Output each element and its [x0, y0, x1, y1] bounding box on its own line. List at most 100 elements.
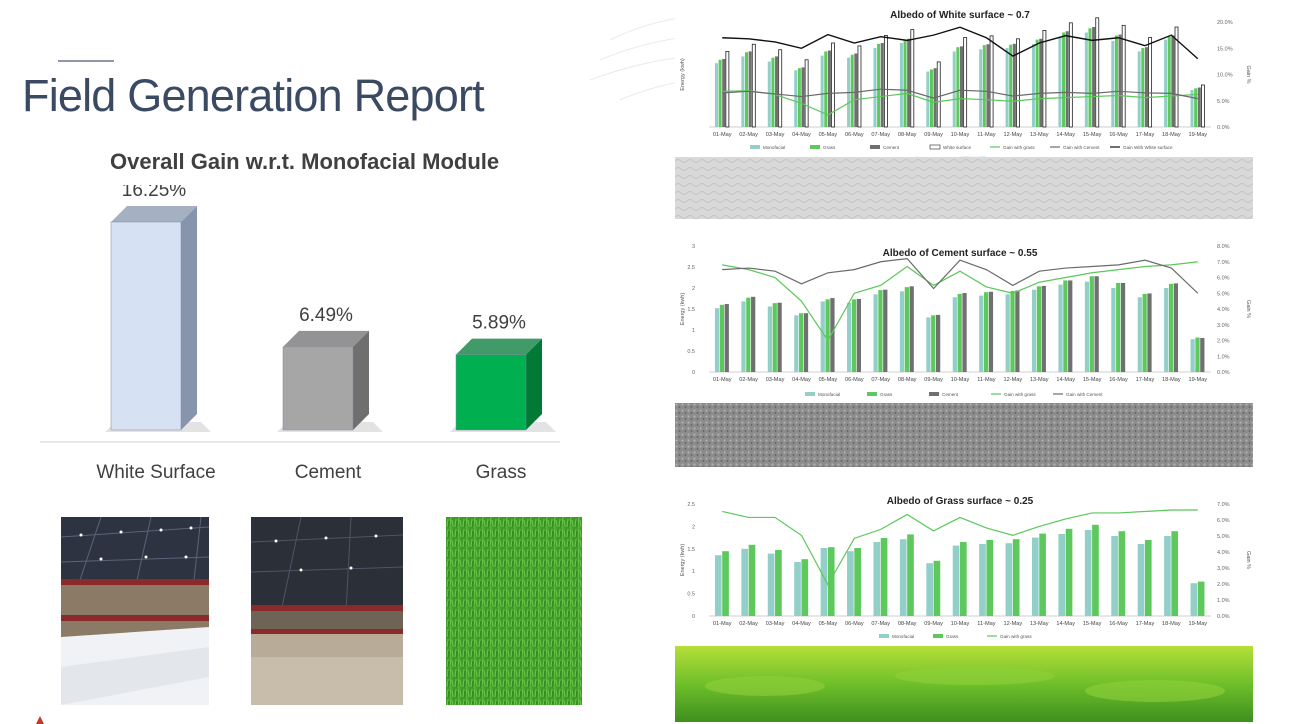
legend-label: Grass — [823, 145, 836, 150]
bar-grass — [797, 68, 801, 127]
bar-cement — [1171, 35, 1175, 127]
x-tick-label: 18-May — [1162, 621, 1181, 627]
bar-monofacial — [1137, 544, 1145, 616]
line-gain-with-grass — [722, 261, 1198, 342]
bar-monofacial — [899, 539, 907, 616]
bar-side-cement — [353, 330, 369, 430]
x-tick-label: 12-May — [1004, 377, 1023, 383]
y-tick-label: 0 — [692, 614, 695, 620]
x-tick-label: 03-May — [766, 132, 785, 138]
bar-cement — [827, 50, 831, 128]
bar-grass — [1168, 283, 1174, 372]
y2-axis-label: Gain % — [1245, 300, 1251, 318]
x-tick-label: 19-May — [1188, 132, 1207, 138]
x-tick-label: 14-May — [1056, 621, 1075, 627]
bar-grass — [1063, 280, 1068, 372]
x-tick-label: 16-May — [1109, 377, 1128, 383]
bar-grass — [827, 547, 835, 616]
y2-tick-label: 6.0% — [1217, 276, 1230, 282]
bar-monofacial — [1058, 36, 1062, 128]
bar-grass — [1062, 32, 1066, 127]
bar-grass — [960, 542, 967, 616]
bar-monofacial — [1164, 39, 1168, 127]
x-tick-label: 13-May — [1030, 132, 1049, 138]
bar-monofacial — [1190, 583, 1198, 616]
bar-monofacial — [794, 70, 798, 127]
bar-grass — [877, 43, 881, 128]
bar-grass — [1036, 286, 1042, 372]
bar-side-grass — [526, 338, 542, 430]
x-tick-label: 06-May — [845, 621, 864, 627]
bar-top-cement — [283, 330, 369, 347]
bar-monofacial — [1111, 40, 1115, 127]
legend-swatch — [805, 392, 815, 396]
bar-value-label: 16.25% — [122, 185, 187, 201]
bar-cement — [988, 291, 994, 372]
grass-photo — [446, 517, 582, 705]
y-axis-label: Energy (kwh) — [680, 293, 686, 326]
bar-grass — [746, 297, 751, 372]
x-tick-label: 16-May — [1109, 132, 1128, 138]
legend-swatch — [750, 145, 760, 149]
x-tick-label: 01-May — [713, 621, 732, 627]
x-tick-label: 17-May — [1136, 377, 1155, 383]
line-gain-with-grass — [722, 90, 1198, 116]
line-gain-with-cement — [722, 88, 1198, 100]
bar-grass — [957, 293, 962, 372]
bar-cement — [907, 38, 911, 127]
y2-tick-label: 0.0% — [1217, 614, 1230, 620]
footer-logo-mark — [36, 716, 44, 724]
bar-grass — [1012, 539, 1020, 616]
x-tick-label: 05-May — [819, 621, 838, 627]
y2-tick-label: 4.0% — [1217, 550, 1230, 556]
y-axis-label: Energy (kwh) — [680, 58, 686, 91]
x-tick-label: 15-May — [1083, 621, 1102, 627]
legend-swatch — [870, 145, 880, 149]
bar-monofacial — [1058, 284, 1063, 372]
y2-axis-label: Gain % — [1245, 551, 1251, 569]
bar-monofacial — [926, 563, 933, 616]
legend-label: Grass — [946, 634, 959, 639]
bar-grass — [1039, 533, 1046, 616]
y2-tick-label: 3.0% — [1217, 323, 1230, 329]
x-tick-label: 14-May — [1056, 377, 1075, 383]
bar-cement — [775, 56, 779, 127]
x-tick-label: 02-May — [739, 621, 758, 627]
bar-value-label: 6.49% — [299, 305, 353, 326]
y2-tick-label: 5.0% — [1217, 99, 1230, 105]
bar-white-surface — [725, 51, 730, 128]
bar-cement — [724, 303, 729, 372]
x-tick-label: 17-May — [1136, 132, 1155, 138]
bar-cement — [909, 286, 914, 372]
bar-cement — [1173, 283, 1179, 372]
chart-title: Albedo of Grass surface ~ 0.25 — [887, 496, 1034, 507]
x-tick-label: 03-May — [766, 621, 785, 627]
bar-monofacial — [926, 317, 931, 372]
bar-cement — [1012, 43, 1016, 128]
bar-monofacial — [1164, 288, 1169, 372]
bar-monofacial — [952, 545, 960, 616]
legend-label: Gain With White surface — [1123, 145, 1173, 150]
bar-monofacial — [899, 291, 905, 372]
legend-label: Gain with Cement — [1066, 392, 1103, 397]
bar-top-white-surface — [111, 205, 197, 222]
x-tick-label: 02-May — [739, 377, 758, 383]
y-tick-label: 0.5 — [687, 349, 695, 355]
bar-cement — [880, 43, 884, 127]
bar-monofacial — [899, 43, 903, 127]
bar-cement — [803, 313, 809, 372]
bar-top-grass — [456, 338, 542, 355]
legend-label: Grass — [880, 392, 893, 397]
bar-grass — [1144, 540, 1152, 616]
x-tick-label: 05-May — [819, 132, 838, 138]
bar-grass — [850, 54, 854, 128]
bar-monofacial — [952, 297, 957, 372]
bar-cement — [856, 298, 861, 372]
bar-monofacial — [794, 562, 801, 616]
x-tick-label: 09-May — [924, 132, 943, 138]
x-tick-label: 07-May — [871, 377, 890, 383]
bar-monofacial — [847, 302, 852, 372]
bar-cement — [936, 314, 941, 372]
bar-grass — [1194, 88, 1198, 127]
bar-grass — [929, 69, 933, 127]
